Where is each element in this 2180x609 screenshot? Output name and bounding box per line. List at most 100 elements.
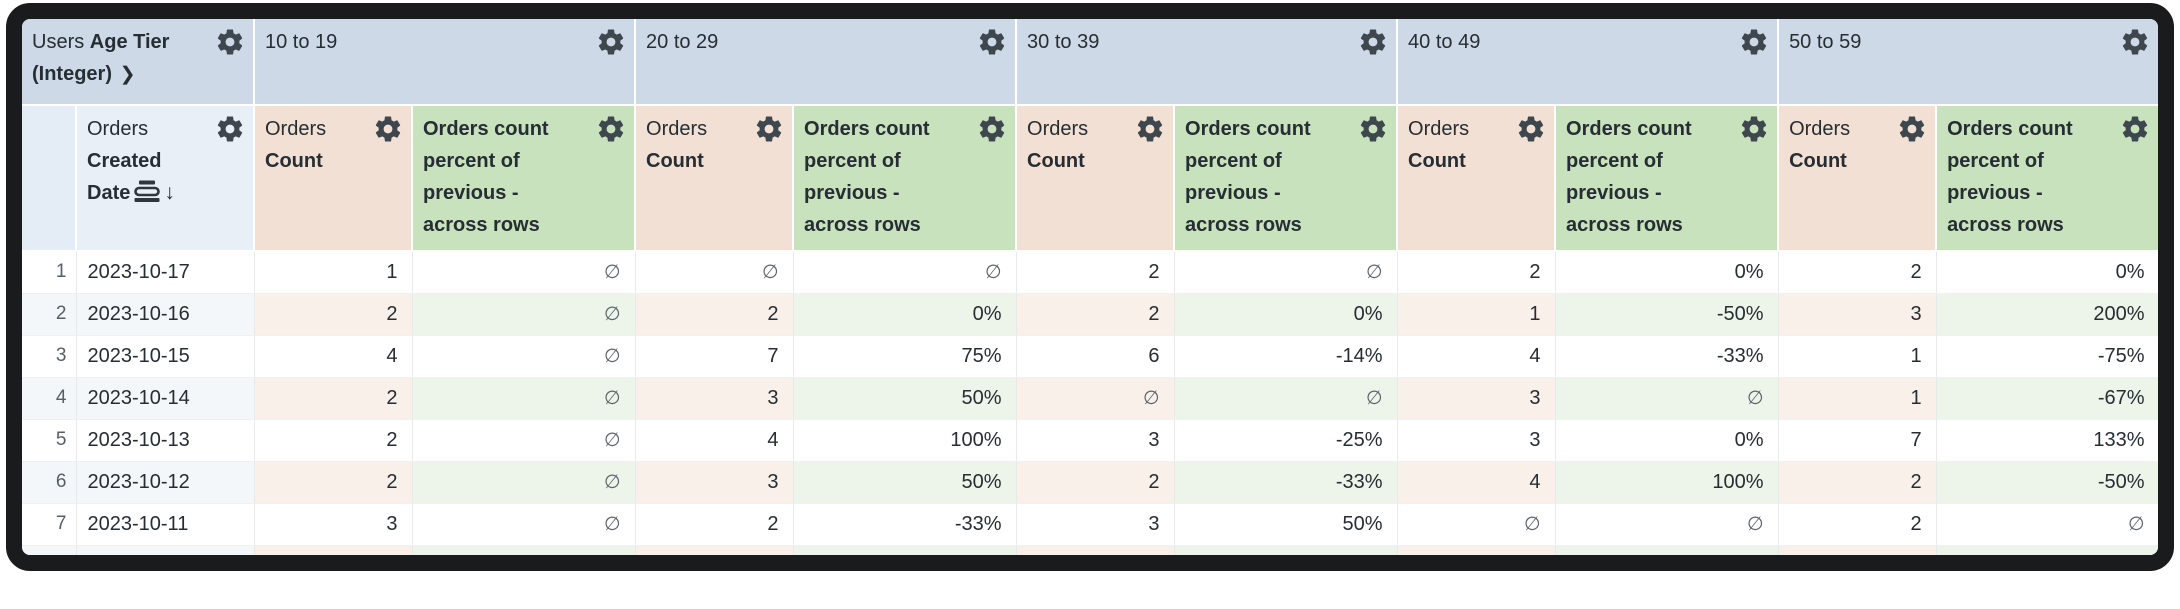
gear-icon[interactable] [1897, 114, 1927, 144]
measure-header-count[interactable]: Orders Count [635, 105, 795, 252]
gear-icon[interactable] [1739, 114, 1769, 144]
percent-cell[interactable]: ∅ [412, 251, 636, 294]
measure-header-count[interactable]: Orders Count [1397, 105, 1557, 252]
count-cell[interactable]: 1 [1397, 293, 1556, 336]
percent-cell[interactable]: -75% [1936, 335, 2158, 378]
percent-cell[interactable]: -33% [1555, 335, 1779, 378]
percent-cell[interactable]: 0% [1936, 251, 2158, 294]
date-cell[interactable]: 2023-10-17 [76, 251, 255, 294]
gear-icon[interactable] [977, 27, 1007, 57]
percent-cell[interactable]: 133% [1936, 419, 2158, 462]
percent-cell[interactable]: ∅ [1936, 503, 2158, 546]
percent-cell[interactable]: ∅ [1174, 377, 1398, 420]
measure-header-percent[interactable]: Orders count percent of previous - acros… [412, 105, 637, 252]
percent-cell[interactable]: 50% [1174, 545, 1398, 555]
count-cell[interactable]: 4 [1397, 335, 1556, 378]
gear-icon[interactable] [2120, 114, 2150, 144]
measure-header-percent[interactable]: Orders count percent of previous - acros… [1936, 105, 2158, 252]
percent-cell[interactable]: ∅ [412, 419, 636, 462]
gear-icon[interactable] [754, 114, 784, 144]
count-cell[interactable]: 1 [254, 251, 413, 294]
percent-cell[interactable]: -33% [1936, 545, 2158, 555]
percent-cell[interactable]: 0% [793, 545, 1017, 555]
count-cell[interactable]: 3 [1397, 419, 1556, 462]
count-cell[interactable]: 4 [254, 335, 413, 378]
count-cell[interactable]: 2 [254, 293, 413, 336]
count-cell[interactable]: 2 [1778, 461, 1937, 504]
date-cell[interactable]: 2023-10-11 [76, 503, 255, 546]
gear-icon[interactable] [1516, 114, 1546, 144]
count-cell[interactable]: 3 [1016, 545, 1175, 555]
percent-cell[interactable]: -67% [1936, 377, 2158, 420]
count-cell[interactable]: 2 [254, 377, 413, 420]
count-cell[interactable]: 2 [254, 419, 413, 462]
percent-cell[interactable]: -25% [1174, 419, 1398, 462]
percent-cell[interactable]: ∅ [793, 251, 1017, 294]
count-cell[interactable]: 4 [635, 419, 794, 462]
count-cell[interactable]: ∅ [1016, 377, 1175, 420]
gear-icon[interactable] [596, 114, 626, 144]
percent-cell[interactable]: 0% [1555, 419, 1779, 462]
count-cell[interactable]: 1 [1778, 335, 1937, 378]
percent-cell[interactable]: -50% [1936, 461, 2158, 504]
gear-icon[interactable] [2120, 27, 2150, 57]
tier-header-50-59[interactable]: 50 to 59 [1778, 19, 2158, 106]
count-cell[interactable]: 2 [1778, 251, 1937, 294]
count-cell[interactable]: 2 [635, 503, 794, 546]
count-cell[interactable]: ∅ [1397, 503, 1556, 546]
gear-icon[interactable] [977, 114, 1007, 144]
measure-header-count[interactable]: Orders Count [1016, 105, 1176, 252]
percent-cell[interactable]: ∅ [412, 545, 636, 555]
percent-cell[interactable]: ∅ [1174, 251, 1398, 294]
count-cell[interactable]: 2 [1016, 293, 1175, 336]
percent-cell[interactable]: 75% [793, 335, 1017, 378]
gear-icon[interactable] [596, 27, 626, 57]
percent-cell[interactable]: -14% [1174, 335, 1398, 378]
date-cell[interactable]: 2023-10-14 [76, 377, 255, 420]
measure-header-percent[interactable]: Orders count percent of previous - acros… [793, 105, 1018, 252]
date-cell[interactable]: 2023-10-15 [76, 335, 255, 378]
date-cell[interactable]: 2023-10-12 [76, 461, 255, 504]
count-cell[interactable]: 6 [1016, 335, 1175, 378]
percent-cell[interactable]: 0% [1555, 251, 1779, 294]
count-cell[interactable]: 2 [635, 545, 794, 555]
pivot-corner-header[interactable]: Users Age Tier (Integer) ❯ [22, 19, 255, 106]
percent-cell[interactable]: -50% [1555, 293, 1779, 336]
gear-icon[interactable] [1358, 27, 1388, 57]
measure-header-percent[interactable]: Orders count percent of previous - acros… [1555, 105, 1780, 252]
percent-cell[interactable]: -33% [793, 503, 1017, 546]
count-cell[interactable]: 2 [1778, 545, 1937, 555]
date-cell[interactable]: 2023-10-10 [76, 545, 255, 555]
count-cell[interactable]: 2 [635, 293, 794, 336]
percent-cell[interactable]: 0% [793, 293, 1017, 336]
count-cell[interactable]: 2 [1016, 461, 1175, 504]
count-cell[interactable]: 2 [254, 545, 413, 555]
percent-cell[interactable]: ∅ [412, 293, 636, 336]
count-cell[interactable]: 2 [1778, 503, 1937, 546]
count-cell[interactable]: 3 [1778, 293, 1937, 336]
percent-cell[interactable]: 100% [1555, 461, 1779, 504]
percent-cell[interactable]: ∅ [412, 503, 636, 546]
gear-icon[interactable] [215, 27, 245, 57]
percent-cell[interactable]: 50% [1174, 503, 1398, 546]
percent-cell[interactable]: 0% [1174, 293, 1398, 336]
count-cell[interactable]: 2 [1016, 251, 1175, 294]
count-cell[interactable]: 3 [254, 503, 413, 546]
gear-icon[interactable] [1739, 27, 1769, 57]
percent-cell[interactable]: 200% [1936, 293, 2158, 336]
measure-header-count[interactable]: Orders Count [1778, 105, 1938, 252]
sort-desc-icon[interactable]: ↓ [164, 181, 175, 204]
tier-header-30-39[interactable]: 30 to 39 [1016, 19, 1399, 106]
count-cell[interactable]: 3 [1397, 377, 1556, 420]
tier-header-40-49[interactable]: 40 to 49 [1397, 19, 1780, 106]
percent-cell[interactable]: ∅ [1555, 503, 1779, 546]
count-cell[interactable]: ∅ [635, 251, 794, 294]
percent-cell[interactable]: 100% [793, 419, 1017, 462]
count-cell[interactable]: 7 [635, 335, 794, 378]
gear-icon[interactable] [1135, 114, 1165, 144]
count-cell[interactable]: 2 [1397, 251, 1556, 294]
gear-icon[interactable] [1358, 114, 1388, 144]
date-cell[interactable]: 2023-10-13 [76, 419, 255, 462]
percent-cell[interactable]: ∅ [412, 335, 636, 378]
percent-cell[interactable]: ∅ [412, 461, 636, 504]
